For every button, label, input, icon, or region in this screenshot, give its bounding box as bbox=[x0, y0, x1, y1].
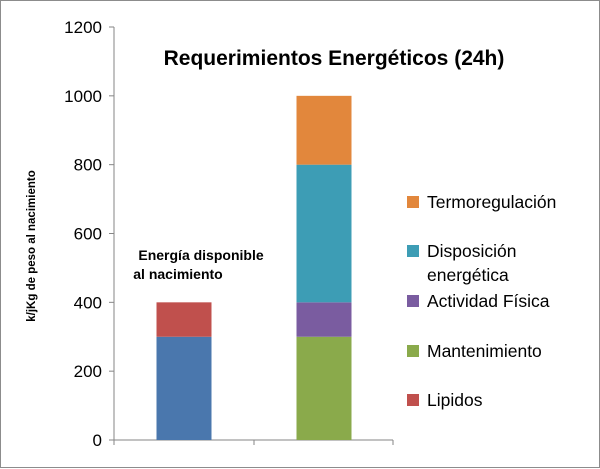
legend-label-2: Actividad Física bbox=[427, 291, 550, 311]
legend-label-4: Lipidos bbox=[427, 390, 483, 410]
bar-0-base bbox=[156, 336, 212, 440]
bars bbox=[156, 95, 352, 440]
legend-label-3: Mantenimiento bbox=[427, 341, 542, 361]
legend-label-1-1: energética bbox=[427, 265, 509, 285]
legend-label-1-0: Disposición bbox=[427, 241, 516, 261]
bar-1-termoregulación bbox=[296, 95, 352, 165]
bar-1-mantenimiento bbox=[296, 336, 352, 440]
y-tick-label-800: 800 bbox=[74, 156, 102, 175]
annotation-line-2: al nacimiento bbox=[133, 266, 222, 282]
bar-1-disposición-energética bbox=[296, 164, 352, 303]
annotation-line-1: Energía disponible bbox=[138, 247, 263, 263]
bar-1-actividad-física bbox=[296, 302, 352, 337]
y-axis-title: k/jKg de peso al nacimiento bbox=[26, 170, 38, 321]
y-axis-label-group: k/jKg de peso al nacimiento bbox=[26, 170, 38, 321]
y-tick-label-1200: 1200 bbox=[64, 18, 102, 37]
legend-label-0: Termoregulación bbox=[427, 192, 556, 212]
legend-swatch-3 bbox=[407, 345, 419, 357]
bar-0-lipidos bbox=[156, 302, 212, 337]
y-tick-label-600: 600 bbox=[74, 225, 102, 244]
legend-swatch-2 bbox=[407, 295, 419, 307]
y-tick-label-0: 0 bbox=[93, 431, 102, 450]
y-tick-label-1000: 1000 bbox=[64, 87, 102, 106]
legend-swatch-4 bbox=[407, 394, 419, 406]
y-tick-labels: 0 200 400 600 800 1000 1200 bbox=[64, 18, 102, 450]
y-tick-label-200: 200 bbox=[74, 362, 102, 381]
chart-title: Requerimientos Energéticos (24h) bbox=[164, 47, 505, 70]
legend: Termoregulación Disposición energética Acti… bbox=[407, 192, 556, 410]
y-tick-label-400: 400 bbox=[74, 293, 102, 312]
legend-swatch-1 bbox=[407, 245, 419, 257]
legend-swatch-0 bbox=[407, 196, 419, 208]
